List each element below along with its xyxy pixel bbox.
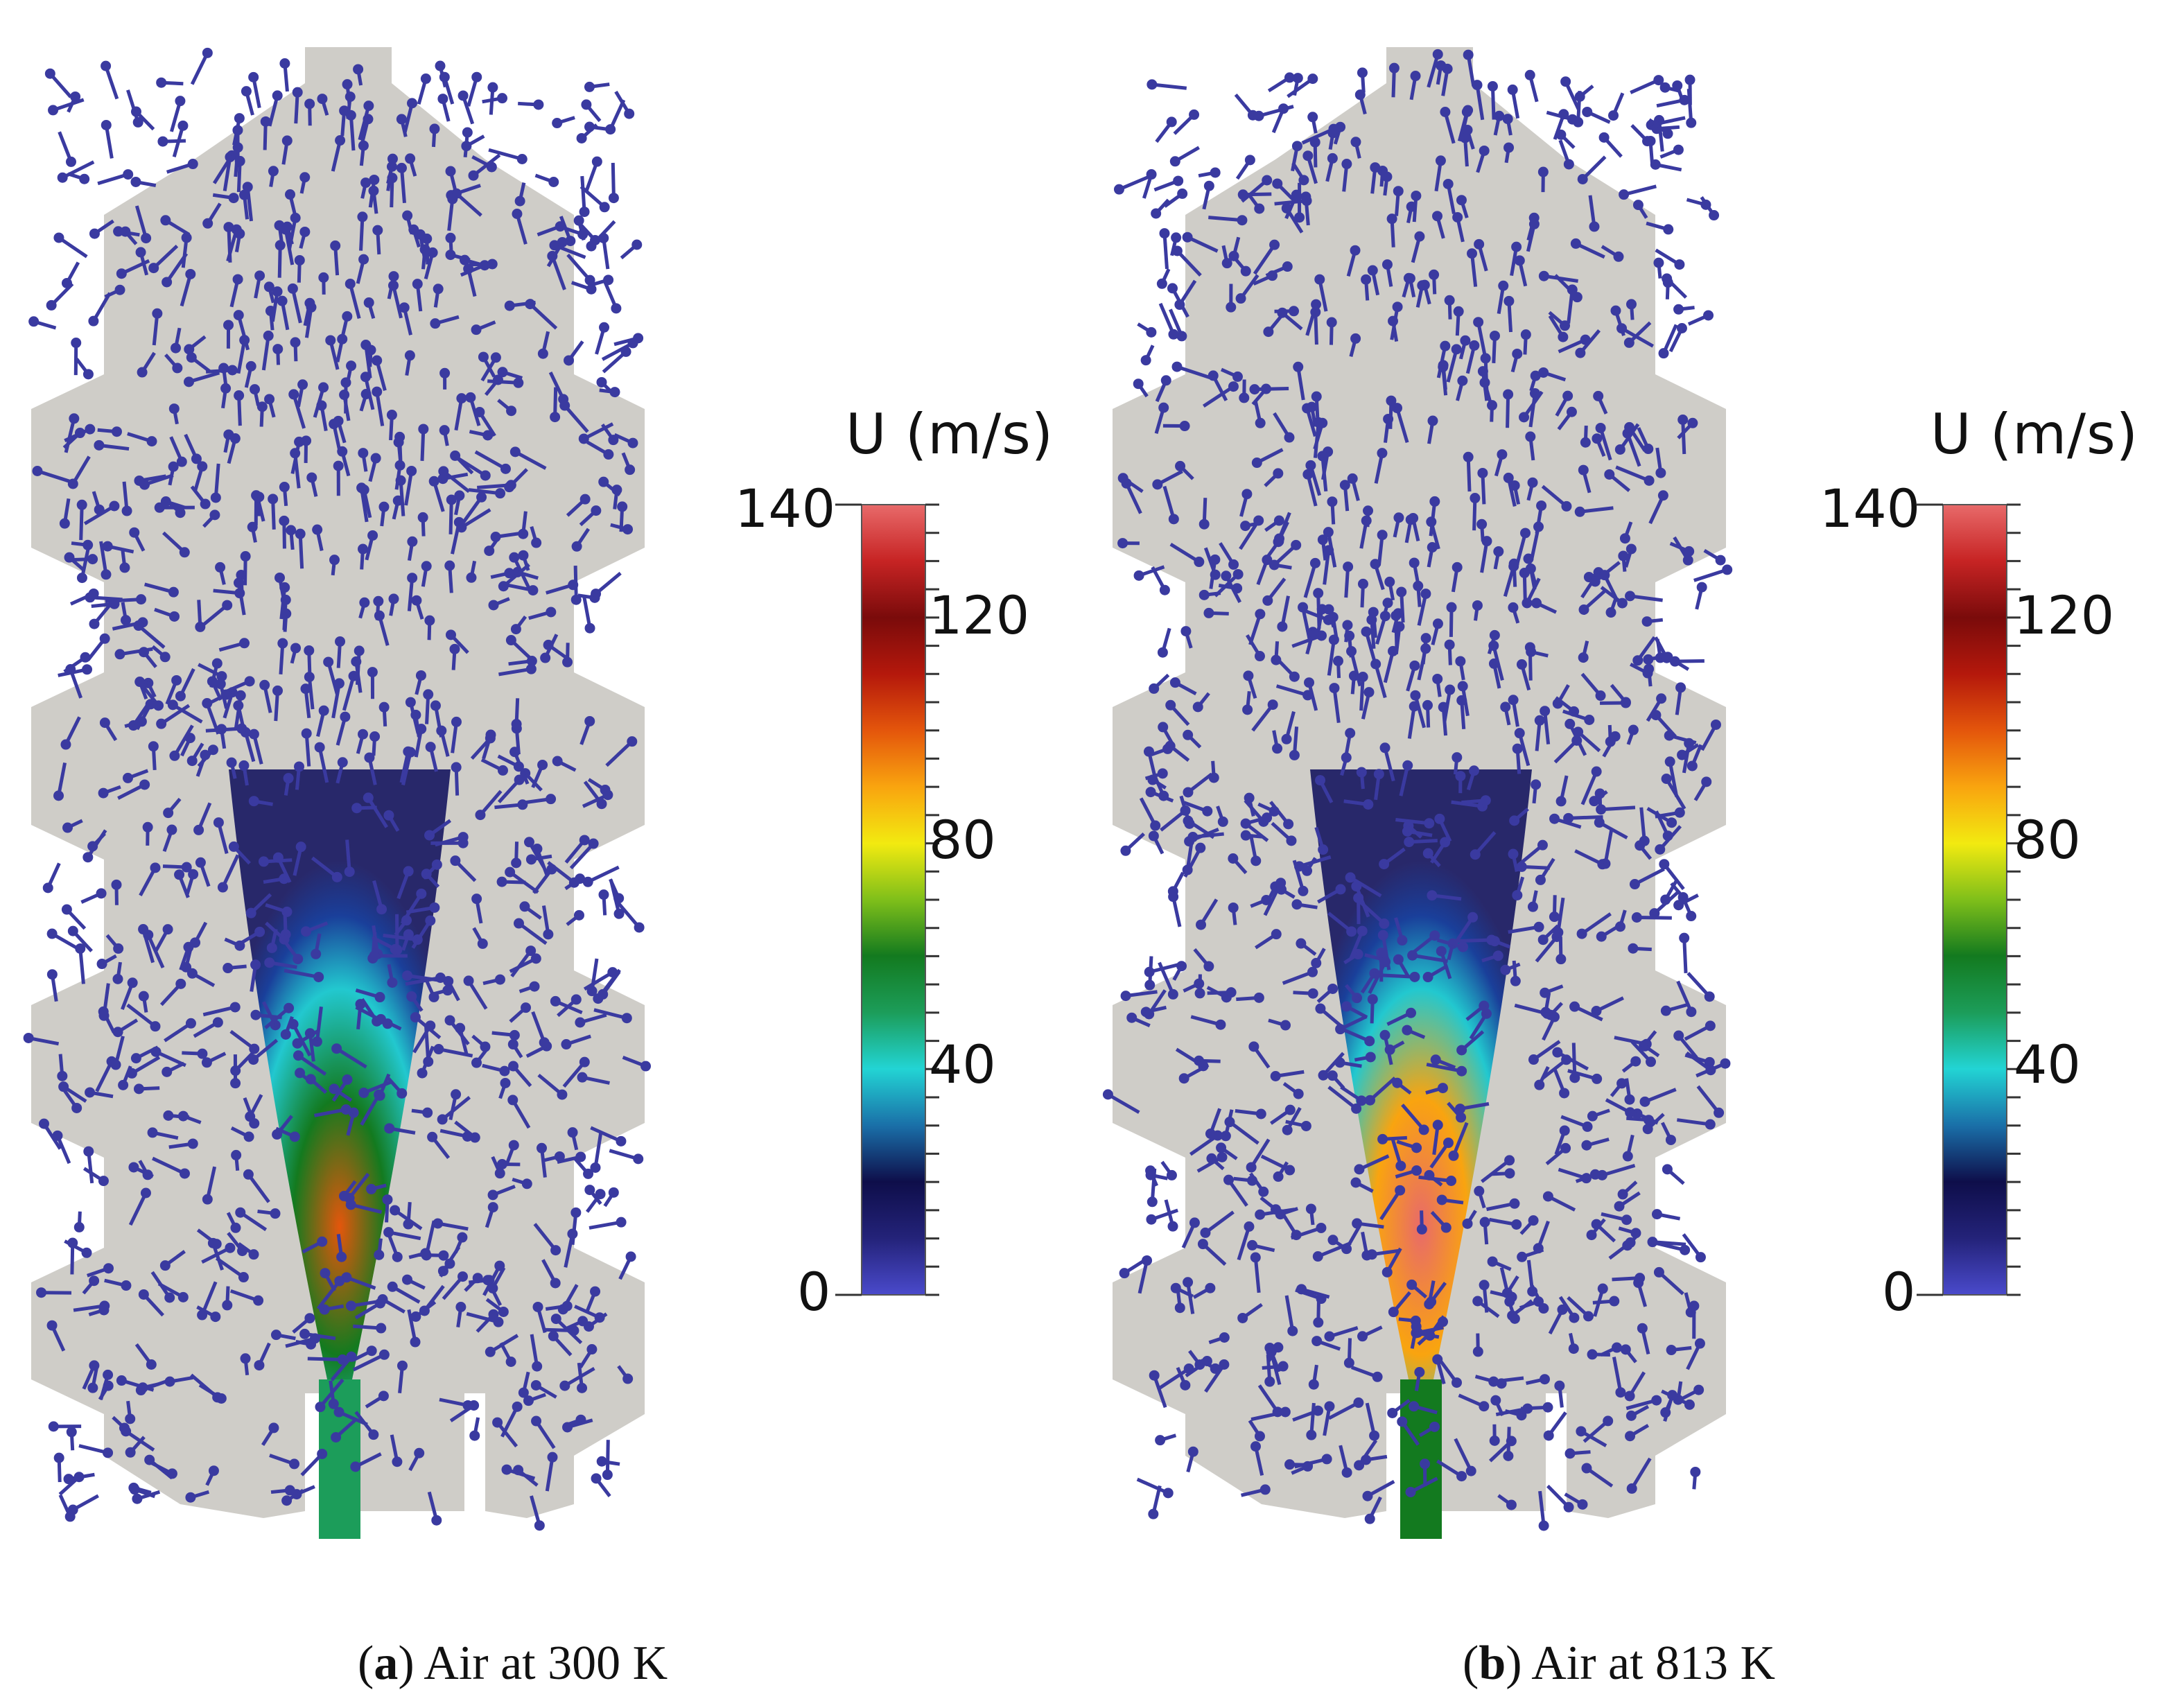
colorbar-tick-80-b: 80 xyxy=(2014,809,2081,871)
colorbar-title-a: U (m/s) xyxy=(846,402,1054,467)
panel-b: U (m/s) 140 120 80 40 0 (b) Air at 813 K xyxy=(1081,0,2162,1708)
caption-b: (b) Air at 813 K xyxy=(1463,1637,1776,1690)
velocity-vectors xyxy=(23,47,652,1531)
caption-text-a: Air at 300 K xyxy=(424,1637,668,1690)
colorbar-tick-140-a: 140 xyxy=(735,478,836,539)
colorbar xyxy=(1942,504,2007,1296)
caption-text-b: Air at 813 K xyxy=(1531,1637,1776,1690)
caption-a: (a) Air at 300 K xyxy=(358,1637,668,1690)
nozzle-stream xyxy=(319,1379,360,1539)
colorbar-ticks xyxy=(1917,503,2021,1296)
velocity-field-a xyxy=(23,47,939,1539)
velocity-field-b xyxy=(1102,47,2021,1539)
colorbar-tick-0-b: 0 xyxy=(1882,1261,1916,1323)
panel-a: U (m/s) 140 120 80 40 0 (a) Air at 300 K xyxy=(23,47,1054,1690)
colorbar-tick-140-b: 140 xyxy=(1820,478,1921,539)
caption-letter-b: b xyxy=(1479,1637,1506,1690)
colorbar-tick-80-a: 80 xyxy=(929,809,996,871)
nozzle-stream xyxy=(1400,1379,1442,1539)
caption-letter-a: a xyxy=(374,1637,399,1690)
colorbar-ticks xyxy=(835,503,939,1296)
colorbar-tick-120-a: 120 xyxy=(929,584,1030,646)
colorbar-title-b: U (m/s) xyxy=(1930,402,2138,467)
colorbar-tick-40-a: 40 xyxy=(929,1034,996,1095)
velocity-vectors xyxy=(1102,49,1733,1531)
colorbar-tick-0-a: 0 xyxy=(797,1261,831,1323)
colorbar-tick-40-b: 40 xyxy=(2014,1034,2081,1095)
colorbar-tick-120-b: 120 xyxy=(2014,584,2115,646)
colorbar xyxy=(861,504,926,1296)
jet-plume xyxy=(1310,769,1532,1379)
